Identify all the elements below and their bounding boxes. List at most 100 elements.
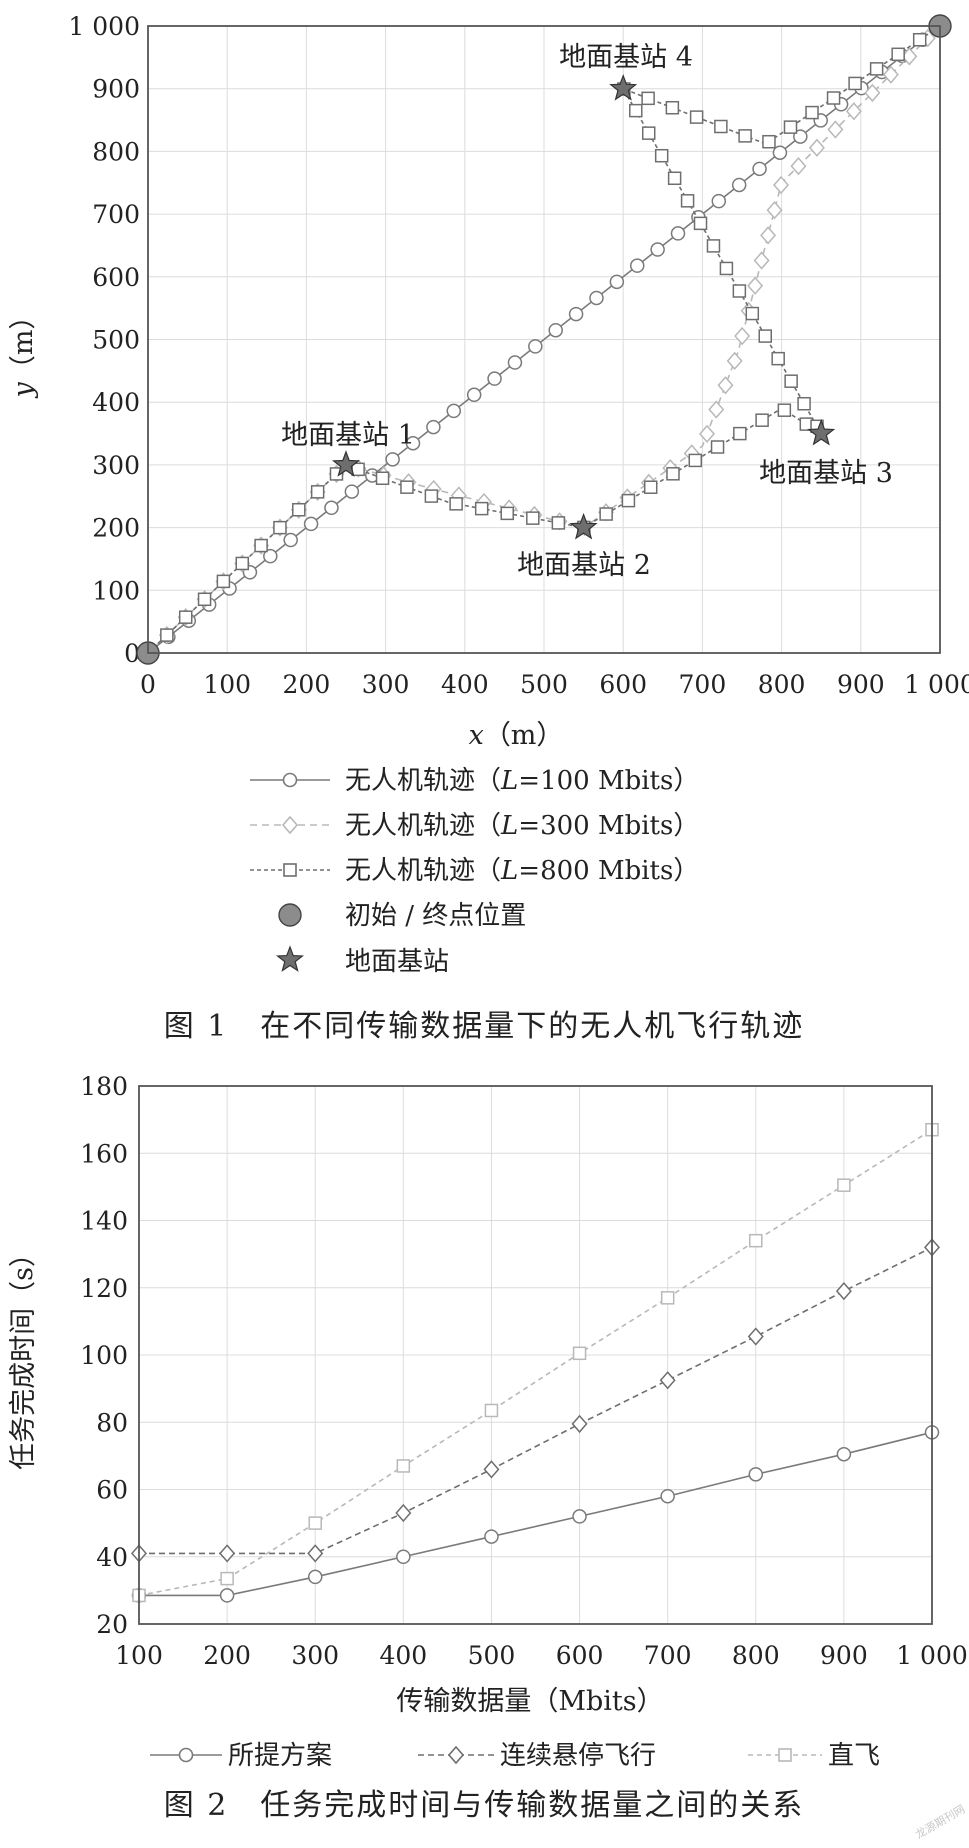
chart1-y-tick: 800 bbox=[92, 137, 140, 166]
figure1-caption: 图 1 在不同传输数据量下的无人机飞行轨迹 bbox=[164, 1009, 805, 1044]
chart2-x-axis-label: 传输数据量（Mbits） bbox=[396, 1686, 663, 1717]
series-point-1 bbox=[835, 1281, 852, 1301]
station-label-3: 地面基站 3 bbox=[759, 458, 893, 489]
trajectory-marker-2 bbox=[310, 485, 325, 499]
chart1-x-tick: 200 bbox=[283, 670, 331, 699]
chart2-x-tick: 100 bbox=[115, 1641, 163, 1670]
chart2-y-tick: 100 bbox=[80, 1341, 128, 1370]
legend1-item-100: 无人机轨迹（L=100 Mbits） bbox=[250, 766, 699, 796]
series-point-0 bbox=[660, 1488, 675, 1504]
chart1-x-tick: 700 bbox=[679, 670, 727, 699]
trajectory-marker-2 bbox=[178, 610, 193, 624]
chart2-y-tick: 40 bbox=[96, 1543, 128, 1572]
legend2-label-hover: 连续悬停飞行 bbox=[500, 1741, 656, 1771]
trajectory-marker-1 bbox=[753, 251, 770, 270]
trajectory-marker-2 bbox=[848, 76, 862, 91]
legend1-label-300: 无人机轨迹（L=300 Mbits） bbox=[345, 811, 699, 841]
chart1-x-tick: 900 bbox=[837, 670, 885, 699]
trajectory-marker-1 bbox=[726, 351, 743, 371]
trajectory-marker-1 bbox=[760, 226, 777, 245]
station-star-icon-4 bbox=[609, 73, 638, 101]
chart1-x-tick: 0 bbox=[140, 670, 156, 699]
chart1-legend: 无人机轨迹（L=100 Mbits） 无人机轨迹（L=300 Mbits） 无人… bbox=[250, 766, 699, 977]
legend1-marker-100 bbox=[282, 772, 298, 788]
series-line-1 bbox=[139, 1246, 933, 1555]
trajectory-marker-2 bbox=[665, 100, 680, 115]
trajectory-marker-2 bbox=[216, 574, 231, 589]
trajectory-marker-2 bbox=[197, 592, 212, 607]
trajectory-marker-2 bbox=[891, 47, 905, 62]
trajectory-marker-2 bbox=[762, 134, 776, 149]
legend1-marker-endpoint bbox=[278, 903, 302, 927]
legend2-label-proposed: 所提方案 bbox=[228, 1741, 332, 1771]
series-line-0 bbox=[139, 1431, 933, 1597]
series-point-0 bbox=[572, 1509, 587, 1524]
trajectory-marker-0 bbox=[487, 371, 502, 386]
trajectory-marker-0 bbox=[772, 145, 788, 160]
trajectory-marker-0 bbox=[385, 452, 400, 467]
trajectory-marker-1 bbox=[708, 400, 725, 419]
chart1-y-tick: 1 000 bbox=[68, 12, 140, 41]
legend1-label-800: 无人机轨迹（L=800 Mbits） bbox=[345, 856, 699, 886]
trajectory-marker-0 bbox=[466, 387, 482, 403]
series-point-2 bbox=[308, 1516, 322, 1530]
chart2-y-axis-label: 任务完成时间（s） bbox=[8, 1240, 39, 1470]
trajectory-marker-2 bbox=[797, 396, 811, 411]
trajectory-marker-2 bbox=[641, 91, 655, 106]
chart1-tick-labels: 0 100 200 300 400 500 600 700 800 900 1 000 0 100 200… bbox=[68, 12, 969, 699]
trajectory-marker-2 bbox=[714, 119, 728, 134]
chart1-y-tick: 700 bbox=[92, 200, 140, 229]
trajectory-marker-2 bbox=[654, 148, 669, 163]
legend1-marker-300 bbox=[281, 815, 299, 835]
trajectory-marker-0 bbox=[609, 274, 625, 290]
trajectory-marker-2 bbox=[826, 91, 841, 105]
trajectory-marker-2 bbox=[599, 507, 613, 521]
trajectory-marker-2 bbox=[732, 284, 747, 298]
chart1-x-tick: 100 bbox=[203, 670, 251, 699]
trajectory-marker-2 bbox=[526, 511, 540, 525]
series-point-0 bbox=[748, 1467, 764, 1482]
chart2-x-tick: 600 bbox=[556, 1641, 604, 1670]
trajectory-marker-0 bbox=[426, 419, 441, 435]
trajectory-marker-0 bbox=[528, 339, 543, 354]
trajectory-marker-0 bbox=[670, 226, 686, 241]
trajectory-marker-2 bbox=[680, 194, 695, 208]
trajectory-marker-2 bbox=[719, 261, 734, 276]
trajectory-marker-2 bbox=[641, 126, 656, 140]
trajectory-marker-0 bbox=[283, 532, 298, 548]
trajectory-marker-0 bbox=[589, 290, 604, 306]
trajectory-marker-2 bbox=[689, 110, 704, 124]
legend2-item-direct: 直飞 bbox=[748, 1741, 880, 1771]
legend1-item-300: 无人机轨迹（L=300 Mbits） bbox=[250, 811, 699, 841]
station-star-icon-2 bbox=[569, 512, 598, 540]
series-point-0 bbox=[307, 1569, 323, 1585]
chart1-x-tick: 300 bbox=[362, 670, 410, 699]
trajectory-marker-2 bbox=[235, 556, 249, 571]
trajectory-marker-1 bbox=[766, 201, 783, 220]
legend2-marker-hover bbox=[447, 1745, 465, 1765]
trajectory-marker-2 bbox=[706, 239, 721, 253]
chart1-y-axis-label: y（m） bbox=[8, 303, 39, 399]
trajectory-marker-0 bbox=[568, 306, 584, 322]
trajectory-marker-2 bbox=[688, 453, 703, 468]
legend1-item-800: 无人机轨迹（L=800 Mbits） bbox=[250, 856, 699, 886]
trajectory-marker-0 bbox=[650, 242, 665, 257]
series-point-2 bbox=[220, 1571, 234, 1586]
trajectory-marker-0 bbox=[324, 500, 339, 516]
station-label-2: 地面基站 2 bbox=[517, 550, 651, 581]
trajectory-marker-1 bbox=[790, 156, 807, 176]
series-point-1 bbox=[659, 1371, 676, 1390]
chart2-y-tick: 180 bbox=[80, 1072, 128, 1101]
series-line-2 bbox=[138, 1129, 933, 1597]
chart1-x-tick: 600 bbox=[599, 670, 647, 699]
trajectory-marker-0 bbox=[629, 258, 645, 273]
chart2-x-tick: 500 bbox=[468, 1641, 516, 1670]
trajectory-marker-2 bbox=[474, 501, 489, 516]
trajectory-marker-1 bbox=[882, 65, 899, 84]
trajectory-marker-2 bbox=[758, 329, 772, 343]
trajectory-marker-0 bbox=[548, 322, 563, 338]
legend2-marker-direct bbox=[778, 1748, 792, 1762]
series-point-2 bbox=[572, 1346, 587, 1361]
chart1-x-tick: 400 bbox=[441, 670, 489, 699]
